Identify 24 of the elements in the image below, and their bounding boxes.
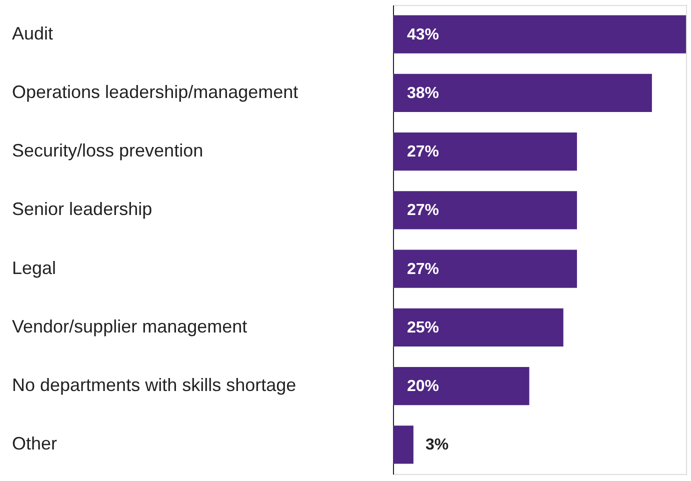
data-label: 43%: [407, 26, 440, 44]
data-label: 27%: [407, 260, 440, 278]
bar: [393, 367, 530, 406]
y-tick-label: No departments with skills shortage: [12, 375, 296, 396]
y-tick-label: Senior leadership: [12, 199, 152, 220]
data-label: 3%: [425, 436, 449, 454]
y-tick-label: Operations leadership/management: [12, 82, 298, 102]
bar: [393, 426, 414, 464]
bar: [393, 15, 686, 54]
data-label: 27%: [407, 144, 440, 161]
bar: [393, 132, 577, 171]
y-tick-label: Vendor/supplier management: [12, 316, 248, 336]
data-label: 38%: [407, 84, 440, 102]
bar: [393, 191, 577, 230]
bar: [393, 308, 564, 346]
data-label: 20%: [407, 378, 440, 396]
data-label: 27%: [407, 202, 440, 220]
y-tick-label: Other: [12, 434, 58, 454]
y-tick-label: Audit: [12, 23, 54, 44]
bar: [393, 250, 577, 288]
data-label: 25%: [407, 319, 440, 336]
y-tick-label: Security/loss prevention: [12, 140, 204, 161]
bar: [393, 74, 652, 112]
y-tick-label: Legal: [12, 258, 56, 278]
